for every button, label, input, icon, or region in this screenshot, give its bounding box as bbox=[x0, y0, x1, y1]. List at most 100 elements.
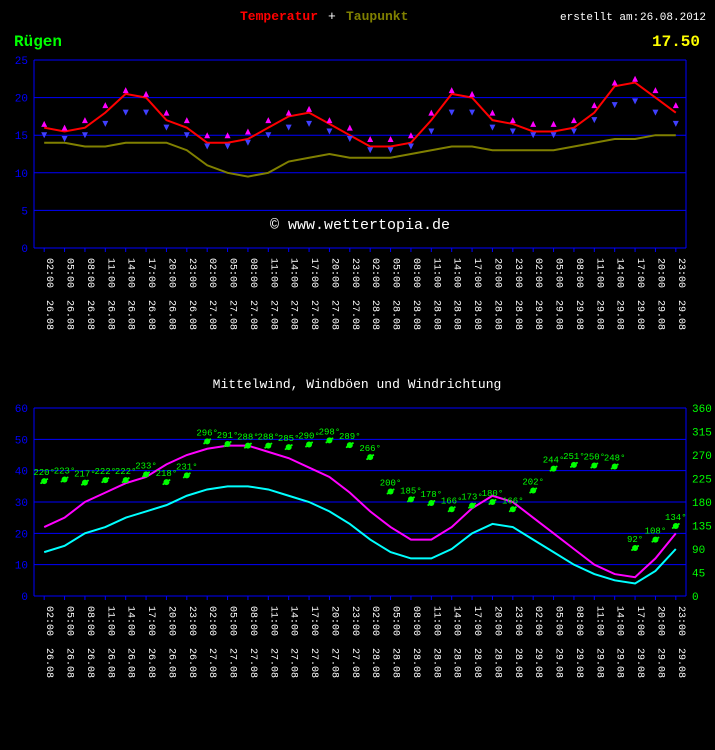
svg-text:90: 90 bbox=[692, 545, 705, 557]
svg-text:220°: 220° bbox=[33, 468, 55, 478]
svg-text:29.08: 29.08 bbox=[593, 648, 604, 678]
svg-text:23:00: 23:00 bbox=[512, 258, 523, 288]
svg-text:10: 10 bbox=[15, 169, 28, 181]
svg-text:28.08: 28.08 bbox=[369, 300, 380, 330]
svg-text:288°: 288° bbox=[258, 433, 280, 443]
svg-text:29.08: 29.08 bbox=[553, 648, 564, 678]
svg-text:296°: 296° bbox=[196, 428, 218, 438]
svg-text:29.08: 29.08 bbox=[573, 300, 584, 330]
svg-text:23:00: 23:00 bbox=[512, 606, 523, 636]
svg-text:25: 25 bbox=[15, 56, 28, 68]
svg-text:244°: 244° bbox=[543, 456, 565, 466]
svg-text:20: 20 bbox=[15, 94, 28, 106]
svg-text:17:00: 17:00 bbox=[471, 258, 482, 288]
svg-text:289°: 289° bbox=[339, 432, 361, 442]
svg-text:26.08: 26.08 bbox=[125, 300, 136, 330]
svg-text:05:00: 05:00 bbox=[64, 606, 75, 636]
svg-text:250°: 250° bbox=[584, 452, 606, 462]
svg-text:28.08: 28.08 bbox=[491, 300, 502, 330]
svg-text:185°: 185° bbox=[400, 486, 422, 496]
svg-text:11:00: 11:00 bbox=[430, 606, 441, 636]
svg-text:23:00: 23:00 bbox=[675, 606, 686, 636]
svg-text:08:00: 08:00 bbox=[247, 606, 258, 636]
svg-text:05:00: 05:00 bbox=[390, 258, 401, 288]
svg-text:17:00: 17:00 bbox=[308, 258, 319, 288]
svg-text:26.08: 26.08 bbox=[125, 648, 136, 678]
svg-text:26.08: 26.08 bbox=[64, 300, 75, 330]
svg-text:166°: 166° bbox=[502, 496, 524, 506]
svg-text:360: 360 bbox=[692, 404, 712, 416]
svg-text:28.08: 28.08 bbox=[451, 300, 462, 330]
svg-text:26.08: 26.08 bbox=[43, 648, 54, 678]
svg-text:290°: 290° bbox=[298, 432, 320, 442]
svg-text:27.08: 27.08 bbox=[227, 648, 238, 678]
svg-text:30: 30 bbox=[15, 498, 28, 510]
svg-text:29.08: 29.08 bbox=[675, 300, 686, 330]
svg-text:02:00: 02:00 bbox=[369, 258, 380, 288]
svg-text:Mittelwind, Windböen und Windr: Mittelwind, Windböen und Windrichtung bbox=[213, 377, 502, 392]
svg-text:27.08: 27.08 bbox=[308, 648, 319, 678]
svg-text:26.08: 26.08 bbox=[186, 648, 197, 678]
svg-text:5: 5 bbox=[21, 206, 28, 218]
svg-text:202°: 202° bbox=[522, 478, 544, 488]
svg-text:17:00: 17:00 bbox=[471, 606, 482, 636]
svg-text:08:00: 08:00 bbox=[573, 258, 584, 288]
svg-text:26.08: 26.08 bbox=[104, 300, 115, 330]
svg-text:166°: 166° bbox=[441, 496, 463, 506]
svg-text:288°: 288° bbox=[237, 433, 259, 443]
svg-text:27.08: 27.08 bbox=[308, 300, 319, 330]
svg-text:27.08: 27.08 bbox=[328, 648, 339, 678]
svg-text:26.08: 26.08 bbox=[145, 648, 156, 678]
svg-text:28.08: 28.08 bbox=[390, 300, 401, 330]
svg-text:26.08: 26.08 bbox=[84, 648, 95, 678]
svg-text:14:00: 14:00 bbox=[288, 258, 299, 288]
svg-text:14:00: 14:00 bbox=[451, 606, 462, 636]
svg-text:11:00: 11:00 bbox=[267, 258, 278, 288]
svg-text:20:00: 20:00 bbox=[328, 258, 339, 288]
svg-text:20:00: 20:00 bbox=[328, 606, 339, 636]
svg-text:0: 0 bbox=[692, 592, 699, 604]
svg-text:© www.wettertopia.de: © www.wettertopia.de bbox=[270, 217, 450, 234]
svg-text:28.08: 28.08 bbox=[410, 648, 421, 678]
svg-text:29.08: 29.08 bbox=[614, 648, 625, 678]
svg-text:26.08: 26.08 bbox=[84, 300, 95, 330]
svg-text:28.08: 28.08 bbox=[512, 300, 523, 330]
svg-text:29.08: 29.08 bbox=[553, 300, 564, 330]
svg-text:17:00: 17:00 bbox=[308, 606, 319, 636]
svg-text:20:00: 20:00 bbox=[491, 606, 502, 636]
svg-text:178°: 178° bbox=[421, 490, 443, 500]
svg-text:02:00: 02:00 bbox=[43, 606, 54, 636]
svg-text:27.08: 27.08 bbox=[267, 648, 278, 678]
svg-text:10: 10 bbox=[15, 561, 28, 573]
svg-text:14:00: 14:00 bbox=[614, 258, 625, 288]
svg-text:17.50: 17.50 bbox=[652, 33, 700, 51]
svg-text:27.08: 27.08 bbox=[267, 300, 278, 330]
svg-text:298°: 298° bbox=[319, 427, 341, 437]
svg-text:45: 45 bbox=[692, 569, 705, 581]
svg-text:11:00: 11:00 bbox=[104, 606, 115, 636]
svg-text:23:00: 23:00 bbox=[675, 258, 686, 288]
svg-text:11:00: 11:00 bbox=[593, 606, 604, 636]
svg-text:28.08: 28.08 bbox=[491, 648, 502, 678]
svg-text:29.08: 29.08 bbox=[532, 300, 543, 330]
svg-text:291°: 291° bbox=[217, 431, 239, 441]
svg-text:26.08: 26.08 bbox=[104, 648, 115, 678]
svg-text:28.08: 28.08 bbox=[512, 648, 523, 678]
svg-text:17:00: 17:00 bbox=[145, 606, 156, 636]
svg-text:28.08: 28.08 bbox=[471, 648, 482, 678]
svg-text:02:00: 02:00 bbox=[206, 606, 217, 636]
svg-text:17:00: 17:00 bbox=[634, 258, 645, 288]
svg-text:40: 40 bbox=[15, 467, 28, 479]
svg-text:02:00: 02:00 bbox=[43, 258, 54, 288]
svg-text:0: 0 bbox=[21, 592, 28, 604]
svg-text:27.08: 27.08 bbox=[349, 648, 360, 678]
svg-text:14:00: 14:00 bbox=[614, 606, 625, 636]
svg-text:02:00: 02:00 bbox=[532, 258, 543, 288]
svg-text:26.08: 26.08 bbox=[64, 648, 75, 678]
svg-text:315: 315 bbox=[692, 428, 712, 440]
svg-text:233°: 233° bbox=[135, 461, 157, 471]
svg-text:20:00: 20:00 bbox=[654, 258, 665, 288]
svg-text:14:00: 14:00 bbox=[288, 606, 299, 636]
svg-text:20:00: 20:00 bbox=[491, 258, 502, 288]
svg-text:Taupunkt: Taupunkt bbox=[346, 9, 408, 24]
